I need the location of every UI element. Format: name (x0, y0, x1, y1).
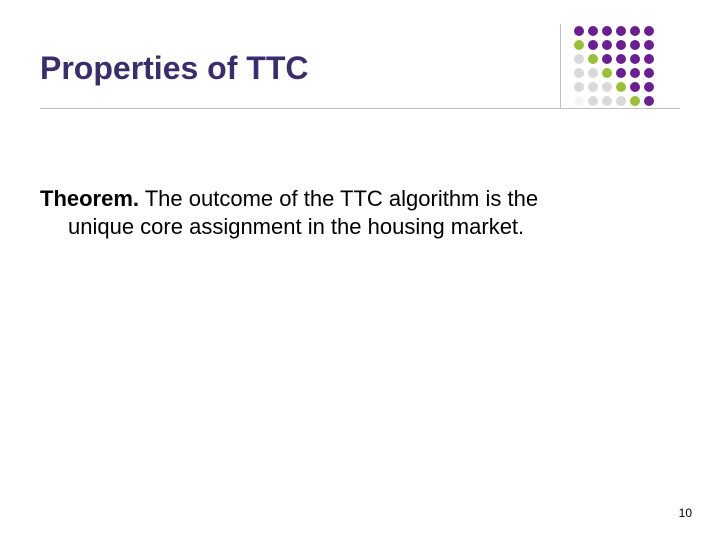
decor-dot (602, 82, 612, 92)
decor-dot (644, 40, 654, 50)
decor-dot (588, 54, 598, 64)
decor-dot (630, 40, 640, 50)
body-text: Theorem. The outcome of the TTC algorith… (40, 185, 640, 240)
decor-dot (602, 54, 612, 64)
decor-dot (644, 54, 654, 64)
decor-dot (630, 54, 640, 64)
decor-dot (644, 96, 654, 106)
decor-dot (616, 96, 626, 106)
decor-dot (588, 96, 598, 106)
decor-dot (616, 54, 626, 64)
title-row: Properties of TTC (0, 50, 720, 120)
theorem-line2: unique core assignment in the housing ma… (68, 213, 640, 241)
vertical-divider (560, 24, 561, 108)
slide: Properties of TTC Theorem. The outcome o… (0, 0, 720, 540)
decor-dot (616, 68, 626, 78)
decor-dot (602, 96, 612, 106)
decor-dot (644, 68, 654, 78)
theorem-line1: The outcome of the TTC algorithm is the (139, 186, 538, 211)
decor-dot (630, 26, 640, 36)
theorem-label: Theorem. (40, 186, 139, 211)
decor-dot (588, 68, 598, 78)
decor-dot (616, 40, 626, 50)
decor-dot (588, 26, 598, 36)
decor-dot (574, 82, 584, 92)
decor-dot (574, 54, 584, 64)
decor-dot (616, 26, 626, 36)
decor-dot (616, 82, 626, 92)
decor-dot (644, 82, 654, 92)
decor-dot (630, 82, 640, 92)
decor-dot (574, 68, 584, 78)
decor-dot (630, 68, 640, 78)
horizontal-divider (40, 108, 680, 109)
theorem-line: Theorem. The outcome of the TTC algorith… (40, 185, 640, 213)
decor-dot (574, 40, 584, 50)
decor-dot (588, 40, 598, 50)
decor-dot (602, 40, 612, 50)
decor-dot (574, 96, 584, 106)
decor-dot (602, 26, 612, 36)
decor-dot (574, 26, 584, 36)
decor-dot (630, 96, 640, 106)
slide-title: Properties of TTC (40, 50, 308, 87)
page-number: 10 (679, 506, 692, 520)
decor-dot (644, 26, 654, 36)
decor-dot (602, 68, 612, 78)
decor-dot (588, 82, 598, 92)
